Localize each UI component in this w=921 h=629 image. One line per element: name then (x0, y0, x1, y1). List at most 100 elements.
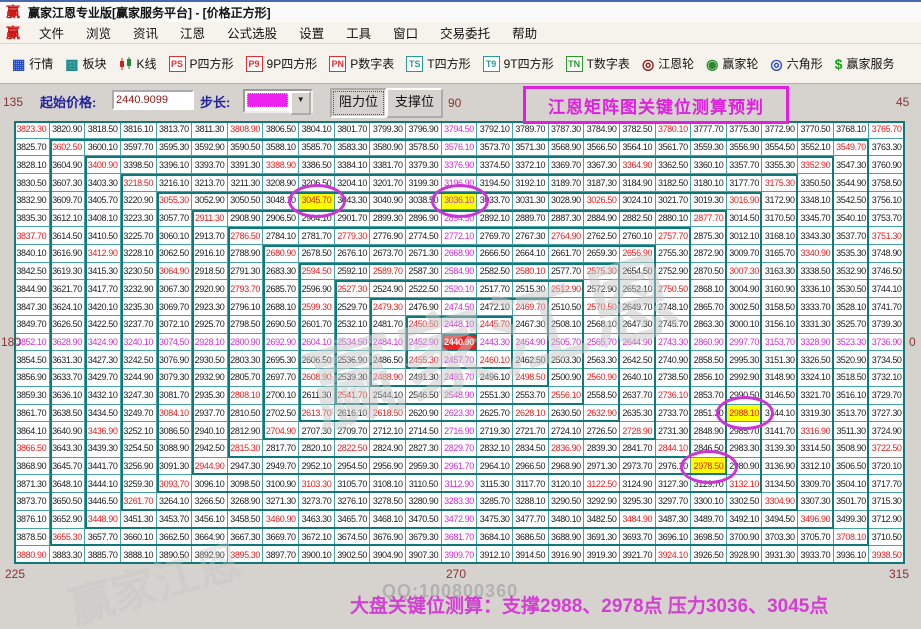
menu-item-窗口[interactable]: 窗口 (393, 27, 419, 41)
start-price-input[interactable] (112, 90, 194, 110)
resistance-button[interactable]: 阻力位 (330, 88, 387, 118)
grid-cell: 2762.50 (584, 227, 620, 246)
grid-cell: 2834.50 (512, 439, 549, 458)
grid-cell: 2664.10 (512, 245, 549, 263)
grid-cell: 3477.70 (512, 510, 549, 529)
toolbar-button-行情[interactable]: ▦ 行情 (6, 55, 59, 72)
grid-cell: 3633.70 (49, 369, 86, 387)
grid-cell: 3180.10 (691, 174, 727, 192)
toolbar-button-K线[interactable]: K线 (113, 55, 163, 72)
menu-item-设置[interactable]: 设置 (299, 27, 325, 41)
grid-cell: 2822.50 (334, 439, 371, 458)
grid-cell: 2613.70 (299, 404, 335, 423)
toolbar-button-9P四方形[interactable]: P9 9P四方形 (240, 55, 324, 72)
grid-cell: 3537.70 (833, 227, 870, 246)
grid-cell: 3240.10 (120, 333, 157, 352)
grid-cell: 2553.70 (512, 386, 549, 405)
grid-cell: 3110.50 (406, 475, 442, 494)
grid-cell: 3314.50 (798, 439, 834, 458)
grid-cell: 3338.50 (798, 262, 834, 281)
grid-cell: 3045.70 (299, 191, 335, 210)
menu-item-文件[interactable]: 文件 (39, 27, 65, 41)
grid-cell: 3129.70 (691, 475, 727, 494)
grid-cell: 3453.70 (156, 510, 193, 529)
grid-cell: 3091.30 (156, 457, 193, 476)
grid-cell: 3151.30 (762, 351, 799, 370)
grid-cell: 2760.10 (619, 227, 656, 246)
grid-cell: 3448.90 (85, 510, 121, 529)
grid-cell: 2594.50 (299, 262, 335, 281)
p9-square-icon: P9 (245, 55, 263, 72)
grid-cell: 3225.70 (120, 227, 157, 246)
grid-cell: 2973.70 (619, 457, 656, 476)
grid-cell: 3072.10 (156, 315, 193, 334)
toolbar-button-P四方形[interactable]: PS P四方形 (163, 55, 240, 72)
grid-cell: 2512.90 (548, 280, 585, 299)
menu-item-浏览[interactable]: 浏览 (86, 27, 112, 41)
menu-item-江恩[interactable]: 江恩 (180, 27, 206, 41)
grid-cell: 3458.50 (227, 510, 264, 529)
grid-cell: 3019.30 (691, 191, 727, 210)
grid-cell: 3343.30 (798, 227, 834, 246)
grid-cell: 2810.50 (227, 404, 264, 423)
grid-cell: 2966.50 (512, 457, 549, 476)
grid-cell: 3566.50 (584, 138, 620, 157)
grid-cell: 2844.10 (655, 439, 692, 458)
grid-cell: 3031.30 (512, 191, 549, 210)
grid-cell: 3393.70 (192, 156, 228, 175)
toolbar-button-9T四方形[interactable]: T9 9T四方形 (477, 55, 560, 72)
toolbar-button-江恩轮[interactable]: ◎ 江恩轮 (636, 55, 700, 72)
grid-cell: 2450.50 (406, 315, 442, 334)
grid-cell: 2584.90 (441, 262, 478, 281)
menu-item-帮助[interactable]: 帮助 (512, 27, 538, 41)
grid-cell: 3890.50 (156, 546, 193, 564)
toolbar-button-赢家轮[interactable]: ◉ 赢家轮 (700, 55, 764, 72)
toolbar-button-赢家服务[interactable]: $ 赢家服务 (829, 55, 901, 72)
step-dropdown[interactable]: ▼ (243, 89, 313, 115)
support-button[interactable]: 支撑位 (386, 88, 443, 118)
grid-cell: 2462.50 (512, 351, 549, 370)
grid-cell: 3420.10 (85, 298, 121, 316)
grid-cell: 3866.50 (14, 439, 50, 458)
grid-cell: 2707.30 (299, 422, 335, 440)
grid-cell: 3357.70 (726, 156, 763, 175)
grid-cell: 3679.30 (406, 528, 442, 547)
grid-cell: 2577.70 (548, 262, 585, 281)
grid-cell: 2616.10 (334, 404, 371, 423)
grid-cell: 2548.90 (441, 386, 478, 405)
grid-cell: 3280.90 (406, 493, 442, 511)
grid-cell: 3801.70 (334, 121, 371, 139)
toolbar-button-板块[interactable]: ▩ 板块 (59, 55, 112, 72)
grid-cell: 3705.70 (798, 528, 834, 547)
grid-cell: 3216.10 (156, 174, 193, 192)
grid-cell: 2472.10 (477, 298, 513, 316)
grid-cell: 3290.50 (548, 493, 585, 511)
toolbar-button-P数字表[interactable]: PN P数字表 (323, 55, 400, 72)
grid-cell: 3040.90 (370, 191, 407, 210)
grid-cell: 3304.90 (762, 493, 799, 511)
grid-cell: 2551.30 (477, 386, 513, 405)
angle-label-180: 180 (1, 335, 22, 349)
gann-wheel-icon: ◎ (641, 55, 655, 72)
grid-cell: 3160.90 (762, 280, 799, 299)
toolbar-button-六角形[interactable]: ◎ 六角形 (764, 55, 828, 72)
menu-item-公式选股[interactable]: 公式选股 (227, 27, 278, 41)
menu-item-工具[interactable]: 工具 (346, 27, 372, 41)
grid-cell: 3840.10 (14, 245, 50, 263)
toolbar-button-T四方形[interactable]: TS T四方形 (400, 55, 476, 72)
grid-cell: 3676.90 (370, 528, 407, 547)
menu-item-交易委托[interactable]: 交易委托 (440, 27, 491, 41)
grid-cell: 3556.90 (726, 138, 763, 157)
grid-cell: 3432.10 (85, 386, 121, 405)
toolbar-button-T数字表[interactable]: TN T数字表 (560, 55, 636, 72)
grid-cell: 3489.70 (691, 510, 727, 529)
grid-cell: 2709.70 (334, 422, 371, 440)
grid-cell: 2726.50 (584, 422, 620, 440)
chevron-down-icon[interactable]: ▼ (290, 91, 311, 115)
quotes-grid-icon: ▦ (12, 55, 26, 72)
grid-cell: 3578.50 (406, 138, 442, 157)
grid-cell: 2712.10 (370, 422, 407, 440)
toolbar-button-label: P四方形 (189, 57, 234, 71)
grid-cell: 3842.50 (14, 262, 50, 281)
menu-item-资讯[interactable]: 资讯 (133, 27, 159, 41)
